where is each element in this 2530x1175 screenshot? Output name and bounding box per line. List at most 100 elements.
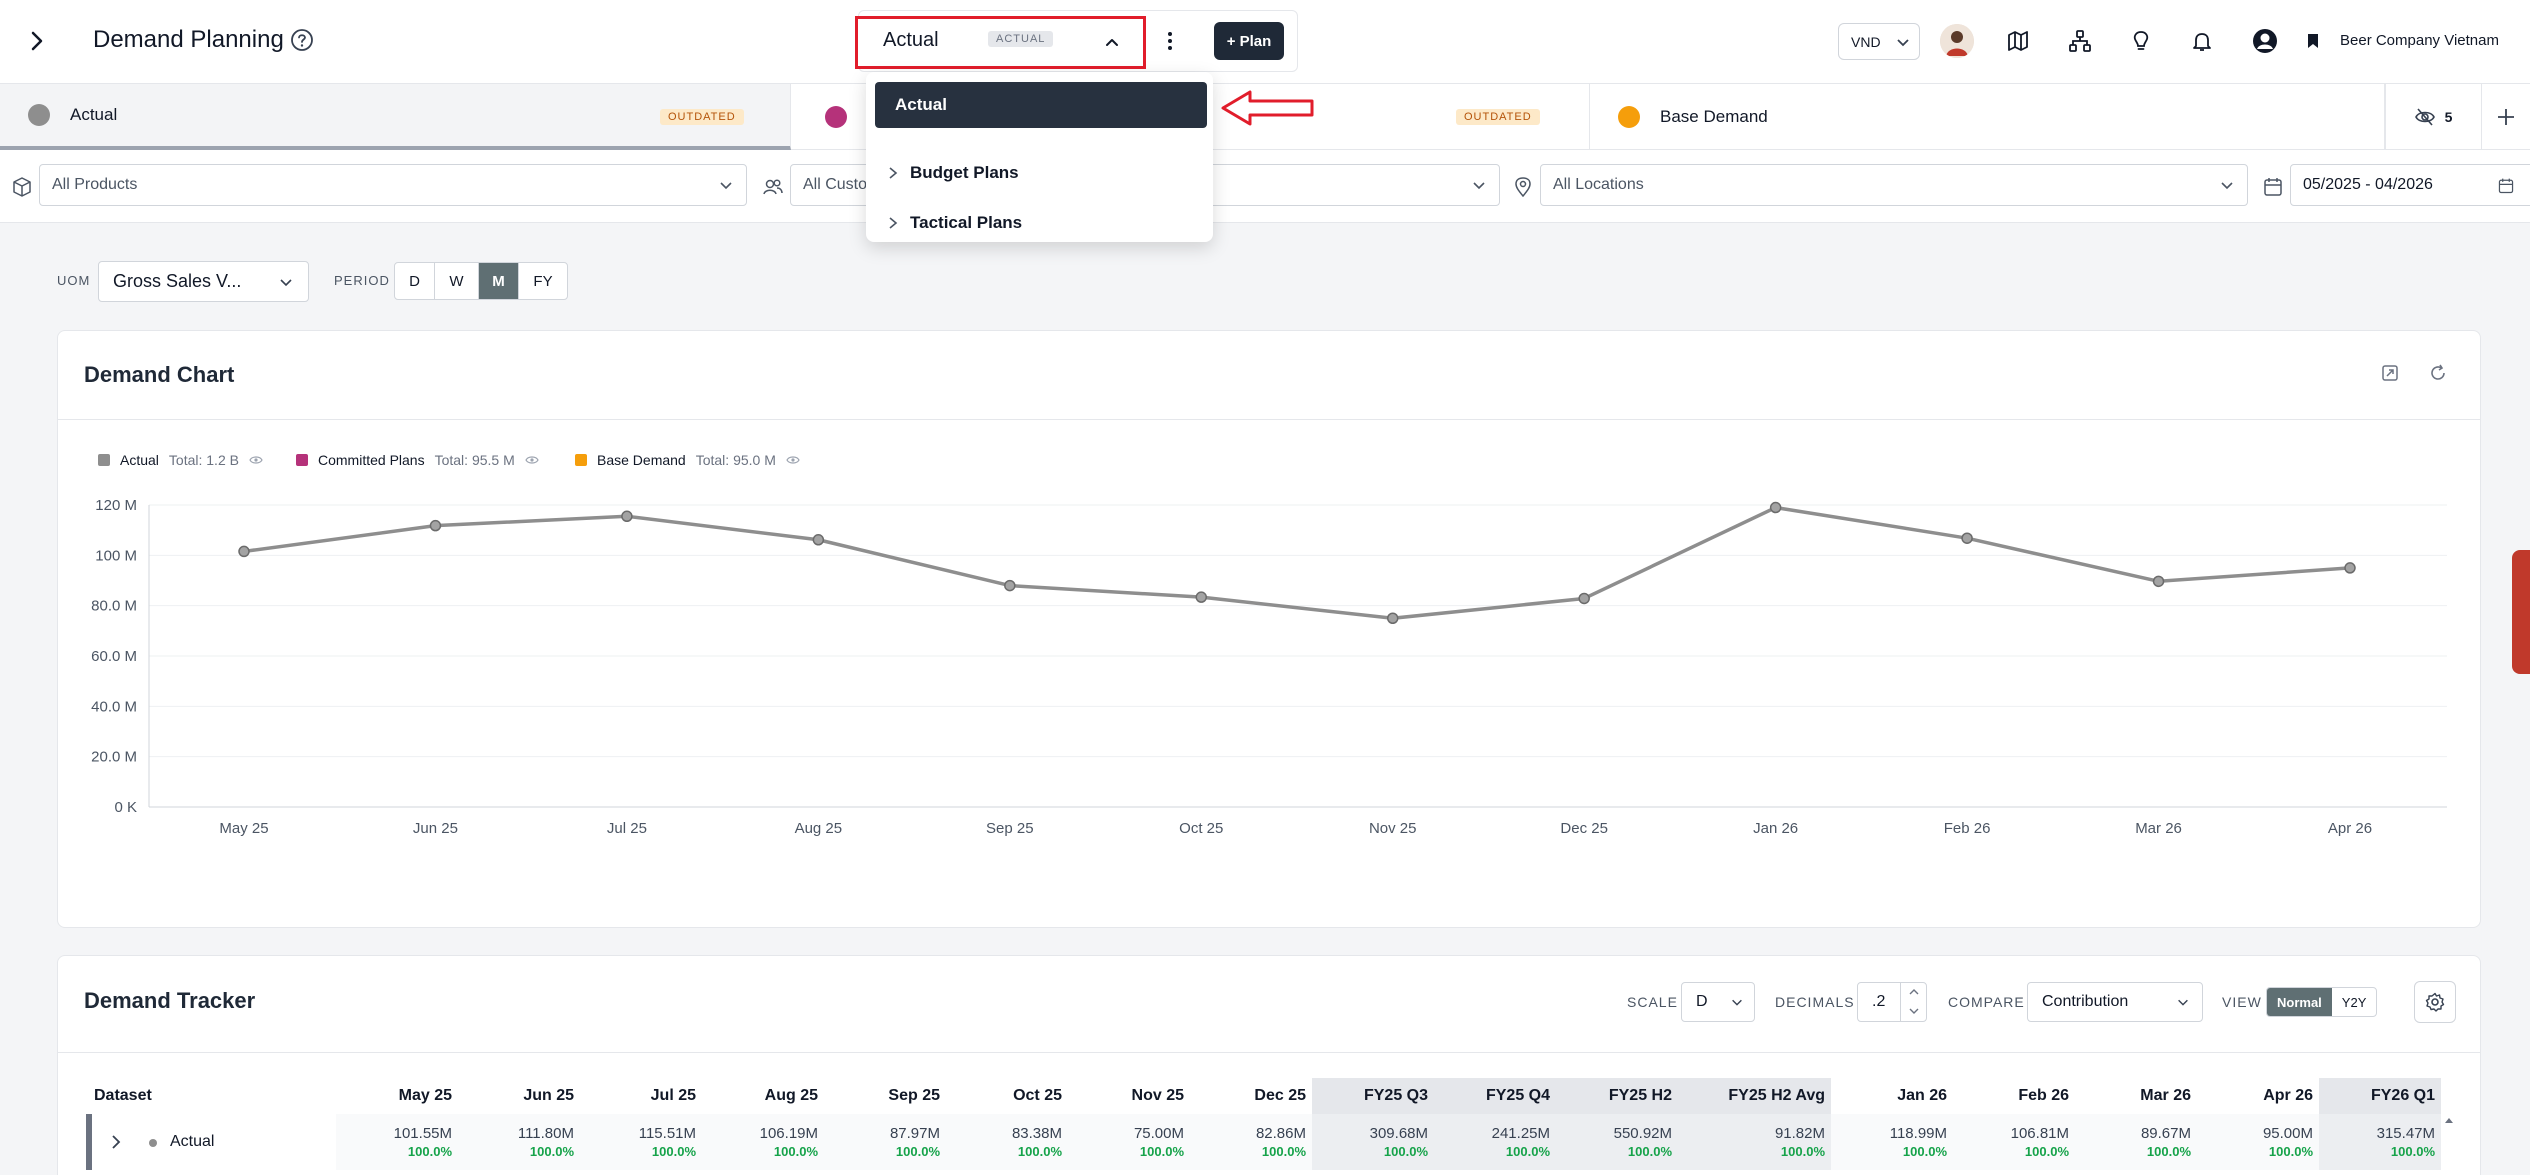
legend-item-committed-plans[interactable]: Committed Plans Total: 95.5 M [296, 452, 539, 468]
cell-value: 101.55M [393, 1125, 452, 1142]
customers-icon [762, 176, 784, 198]
period-option-d[interactable]: D [395, 263, 435, 299]
y-tick-label: 100 M [95, 547, 137, 564]
data-point[interactable] [238, 545, 250, 558]
sidebar-toggle-button[interactable] [22, 26, 52, 56]
table-cell: 89.67M 100.0% [2075, 1114, 2197, 1170]
eye-icon[interactable] [786, 455, 800, 465]
table-cell: 111.80M 100.0% [458, 1114, 580, 1170]
data-point[interactable] [2344, 562, 2356, 574]
column-header: FY25 H2 Avg [1678, 1078, 1831, 1114]
tab-color-dot [1618, 106, 1640, 128]
dataset-type-badge: ACTUAL [988, 31, 1054, 47]
data-point[interactable] [1578, 592, 1590, 605]
table-cell: 550.92M 100.0% [1556, 1114, 1678, 1170]
dropdown-item-label: Tactical Plans [910, 213, 1023, 232]
lightbulb-icon[interactable] [2124, 24, 2158, 58]
feedback-side-tab[interactable] [2512, 550, 2530, 674]
chevron-right-icon[interactable] [110, 1134, 122, 1150]
data-point[interactable] [2152, 575, 2165, 588]
add-tab-button[interactable] [2481, 84, 2530, 150]
dropdown-item-tactical-plans[interactable]: Tactical Plans [888, 208, 1022, 238]
add-plan-button[interactable]: + Plan [1214, 22, 1284, 60]
data-point[interactable] [621, 510, 633, 523]
legend-item-base-demand[interactable]: Base Demand Total: 95.0 M [575, 452, 800, 468]
tab-base-demand[interactable]: Base Demand [1590, 84, 2385, 150]
eye-icon[interactable] [525, 455, 539, 465]
cell-value: 118.99M [1889, 1125, 1947, 1142]
currency-select[interactable]: VND [1838, 23, 1920, 60]
cell-value: 115.51M [638, 1125, 696, 1142]
cell-value: 91.82M [1774, 1125, 1825, 1142]
legend-total: Total: 95.5 M [434, 452, 515, 468]
legend-item-actual[interactable]: Actual Total: 1.2 B [98, 452, 263, 468]
cell-value: 89.67M [2140, 1125, 2191, 1142]
view-option-normal[interactable]: Normal [2267, 988, 2332, 1016]
tab-label: Actual [70, 105, 118, 124]
hierarchy-icon[interactable] [2063, 24, 2097, 58]
date-range-value: 05/2025 - 04/2026 [2303, 176, 2433, 193]
column-header: FY25 H2 [1556, 1078, 1678, 1114]
more-vertical-icon[interactable] [1160, 27, 1180, 55]
refresh-icon[interactable] [2428, 363, 2448, 388]
chevron-up-icon[interactable] [1907, 986, 1921, 998]
hidden-tabs-button[interactable]: 5 [2385, 84, 2481, 150]
user-avatar[interactable] [1940, 24, 1974, 58]
chevron-down-icon[interactable] [1907, 1005, 1921, 1017]
tab-actual[interactable]: Actual OUTDATED [0, 84, 791, 150]
column-header-dataset: Dataset [94, 1087, 152, 1104]
data-point[interactable] [812, 534, 825, 546]
uom-select[interactable]: Gross Sales V... [98, 261, 309, 302]
legend-label: Actual [120, 452, 159, 468]
dataset-dropdown-menu: Actual Budget Plans Tactical Plans [866, 72, 1213, 242]
eye-icon[interactable] [249, 455, 263, 465]
dropdown-item-budget-plans[interactable]: Budget Plans [888, 158, 1019, 188]
currency-value: VND [1851, 33, 1881, 50]
locations-filter[interactable]: All Locations [1540, 164, 2248, 206]
period-option-fy[interactable]: FY [533, 272, 553, 290]
data-point[interactable] [1386, 612, 1399, 624]
column-header: Sep 25 [888, 1087, 940, 1104]
column-header: Apr 26 [2263, 1087, 2313, 1104]
expand-icon[interactable] [2380, 363, 2400, 388]
date-range-filter[interactable]: 05/2025 - 04/2026 [2290, 164, 2530, 206]
products-filter[interactable]: All Products [39, 164, 747, 206]
data-point[interactable] [1769, 501, 1782, 514]
column-header: FY26 Q1 [2319, 1078, 2441, 1114]
help-icon[interactable] [289, 27, 315, 53]
scale-select[interactable]: D [1681, 982, 1755, 1022]
user-icon[interactable] [2248, 24, 2282, 58]
annotation-arrow-icon [1221, 90, 1314, 126]
dropdown-item-actual[interactable]: Actual [875, 82, 1207, 128]
x-tick-label: Aug 25 [795, 820, 843, 837]
row-color-dot [149, 1139, 157, 1147]
scroll-up-icon[interactable] [2444, 1116, 2454, 1124]
cell-percent: 100.0% [1627, 1144, 1672, 1159]
data-point[interactable] [1004, 579, 1016, 592]
tab-color-dot [28, 104, 50, 126]
table-row-actual[interactable]: Actual [86, 1114, 336, 1170]
calendar-icon [2498, 178, 2514, 194]
period-option-m[interactable]: M [479, 263, 519, 299]
legend-total: Total: 1.2 B [168, 452, 239, 468]
stepper-buttons[interactable] [1900, 983, 1926, 1021]
scale-label: SCALE [1627, 994, 1678, 1010]
column-header: Dec 25 [1254, 1087, 1306, 1104]
decimals-value: .2 [1872, 993, 1886, 1010]
cell-percent: 100.0% [773, 1144, 818, 1159]
compare-select[interactable]: Contribution [2027, 982, 2203, 1022]
period-option-w[interactable]: W [435, 263, 479, 299]
data-point[interactable] [429, 519, 442, 532]
bell-icon[interactable] [2185, 24, 2219, 58]
data-point[interactable] [1961, 532, 1973, 544]
map-icon[interactable] [2001, 24, 2035, 58]
cell-percent: 100.0% [2024, 1144, 2069, 1159]
data-point[interactable] [1195, 591, 1208, 603]
legend-label: Base Demand [597, 452, 686, 468]
tracker-settings-button[interactable] [2414, 981, 2456, 1023]
chevron-up-icon[interactable] [1103, 33, 1121, 51]
decimals-stepper[interactable]: .2 [1857, 982, 1927, 1022]
company-name[interactable]: Beer Company Vietnam [2340, 32, 2499, 49]
view-option-y2y[interactable]: Y2Y [2341, 994, 2367, 1010]
cell-percent: 100.0% [1902, 1144, 1947, 1159]
